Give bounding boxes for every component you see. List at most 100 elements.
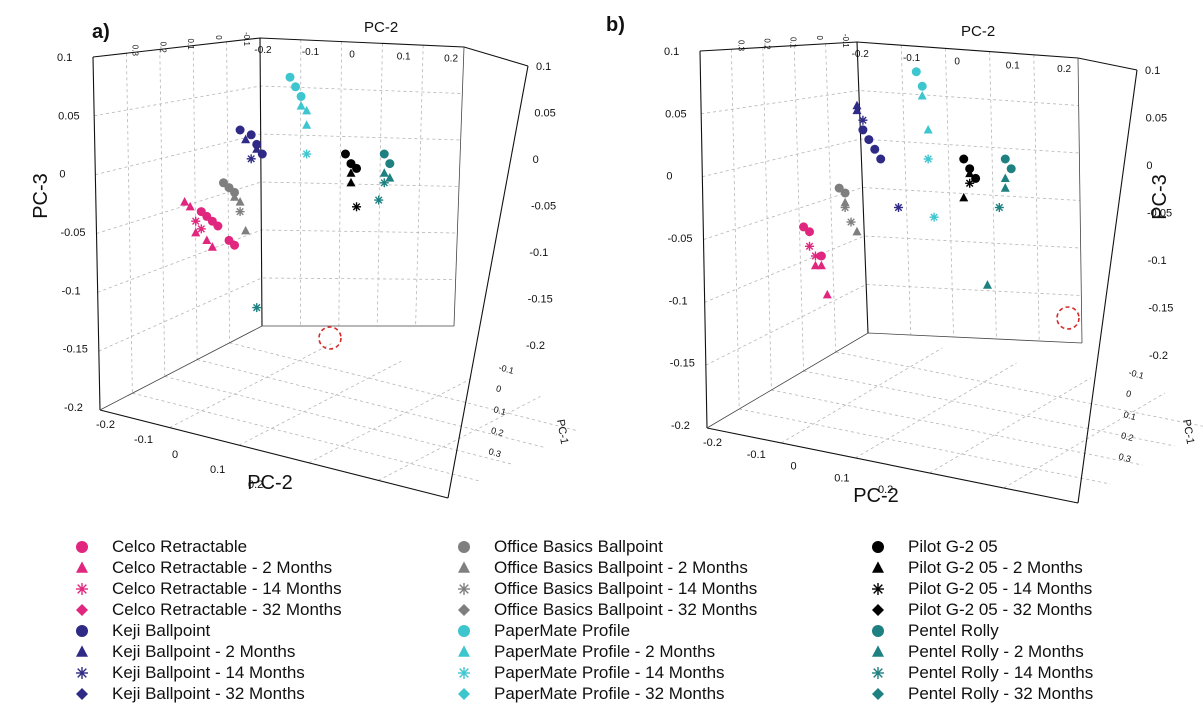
box-bottom-edge (706, 427, 1079, 504)
z-right-tick-label: -0.2 (1149, 350, 1168, 362)
grid-line (703, 187, 1081, 240)
circle-marker-icon (458, 625, 470, 637)
grid-line (94, 85, 463, 117)
data-point (816, 260, 826, 270)
top-axis-title: PC-2 (961, 23, 995, 40)
circle-marker-icon (872, 625, 884, 637)
data-point (346, 177, 356, 187)
data-point (291, 82, 301, 92)
grid-line (945, 48, 954, 338)
triangle-marker-icon (458, 561, 470, 573)
top-pc1-tick-label: 0.2 (762, 38, 771, 50)
grid-line (98, 277, 456, 352)
grid-line (169, 343, 332, 428)
grid-line (97, 229, 458, 293)
x-tick-label: 0 (172, 449, 178, 461)
circle-marker-icon (872, 541, 884, 553)
legend-label: Celco Retractable - 32 Months (112, 600, 342, 619)
box-inner-edge (453, 46, 465, 327)
diamond-marker-icon (458, 604, 470, 616)
data-point (959, 192, 969, 202)
data-point (876, 154, 886, 164)
grid-line (164, 376, 513, 465)
grid-line (1003, 392, 1166, 489)
top-pc1-tick-label: 0 (214, 35, 223, 40)
grid-line (855, 362, 1017, 459)
grid-line (415, 45, 424, 327)
legend-label: PaperMate Profile - 2 Months (494, 642, 716, 661)
x-axis-title: PC-2 (853, 485, 899, 507)
data-point (923, 154, 933, 164)
chart-panel-a: a) PC-2-0.2 -0.1 0 0.1 0.20.3 0.2 0.10 -0.10.10.… (30, 19, 578, 499)
data-point (840, 203, 850, 212)
top-tick-label: -0.2 (852, 49, 870, 60)
legend-label: Keji Ballpoint - 14 Months (112, 663, 305, 682)
data-point (917, 81, 927, 91)
top-tick-label: 0 (349, 49, 355, 60)
data-point (340, 149, 350, 159)
triangle-marker-icon (76, 561, 88, 573)
legend-label: Keji Ballpoint - 2 Months (112, 642, 296, 661)
legend-marker (76, 561, 88, 573)
data-point (852, 100, 862, 110)
box-left-edge (699, 50, 708, 429)
data-point (810, 260, 820, 270)
x-tick-label: 0.2 (878, 484, 893, 496)
data-points (799, 67, 1016, 299)
x-tick-label: 0 (791, 461, 797, 473)
legend-marker (76, 688, 88, 700)
data-point (285, 72, 295, 82)
legend-marker (872, 645, 884, 657)
legend-marker (872, 541, 884, 553)
box-floor-edge (99, 325, 454, 411)
legend-marker (76, 583, 88, 595)
box-right-edge (447, 65, 529, 499)
grid-line (731, 49, 740, 410)
legend-label: PaperMate Profile - 14 Months (494, 663, 725, 682)
z-tick-label: 0 (59, 169, 65, 181)
box-top-edge (92, 37, 529, 67)
z-right-tick-label: -0.1 (529, 247, 548, 259)
data-point (379, 149, 389, 159)
asterisk-marker-icon (872, 667, 884, 679)
outlier-highlight-circle (1056, 306, 1080, 330)
legend-marker (76, 604, 88, 616)
data-point (241, 225, 251, 235)
grid-line (96, 181, 460, 234)
data-point (959, 154, 969, 164)
grid-line (239, 360, 402, 446)
data-point (302, 120, 312, 129)
diamond-marker-icon (872, 688, 884, 700)
chart-panel-b: b) PC-2-0.2 -0.1 0 0.1 0.20.3 0.2 0.1 0 -0.10.10.… (606, 14, 1203, 507)
data-point (965, 168, 975, 178)
z-tick-label: -0.1 (62, 285, 81, 297)
data-point (805, 241, 815, 251)
data-point (858, 125, 868, 135)
diamond-marker-icon (76, 688, 88, 700)
data-point (911, 67, 921, 77)
top-pc1-tick-label: -0.1 (841, 34, 850, 48)
top-tick-label: -0.2 (254, 45, 272, 56)
data-point (246, 154, 256, 164)
grid-line (192, 45, 198, 360)
circle-marker-icon (458, 541, 470, 553)
legend-marker (458, 645, 470, 657)
data-point (858, 115, 868, 125)
legend-label: Celco Retractable - 2 Months (112, 558, 333, 577)
asterisk-marker-icon (458, 583, 470, 595)
grid-line (780, 347, 943, 444)
legend-marker (872, 667, 884, 679)
asterisk-marker-icon (872, 583, 884, 595)
depth-tick-label: 0.3 (487, 446, 502, 459)
data-point (816, 251, 826, 261)
data-point (1000, 183, 1010, 192)
data-point (929, 212, 939, 222)
legend-label: Pentel Rolly - 32 Months (908, 684, 1094, 703)
x-tick-label: 0.2 (248, 479, 263, 491)
box-left-edge (92, 56, 101, 411)
legend-label: Pentel Rolly - 2 Months (908, 642, 1084, 661)
depth-tick-label: 0.1 (1122, 409, 1137, 422)
z-tick-label: 0 (666, 171, 672, 183)
legend-marker (76, 645, 88, 657)
